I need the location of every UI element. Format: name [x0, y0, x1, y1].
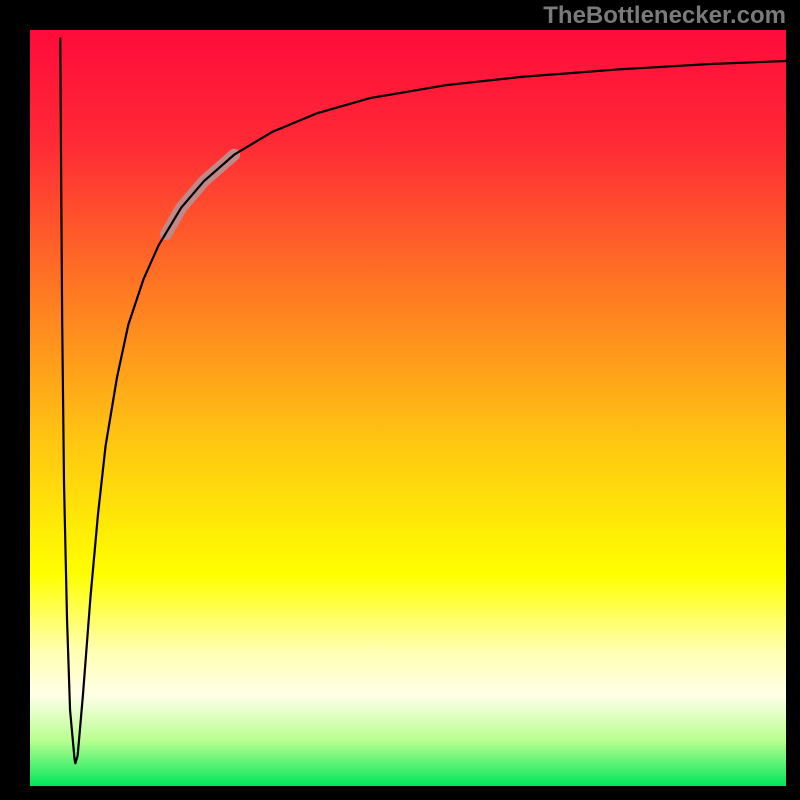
chart-plot: [30, 30, 786, 786]
chart-background: [30, 30, 786, 786]
watermark-text: TheBottlenecker.com: [543, 2, 786, 30]
